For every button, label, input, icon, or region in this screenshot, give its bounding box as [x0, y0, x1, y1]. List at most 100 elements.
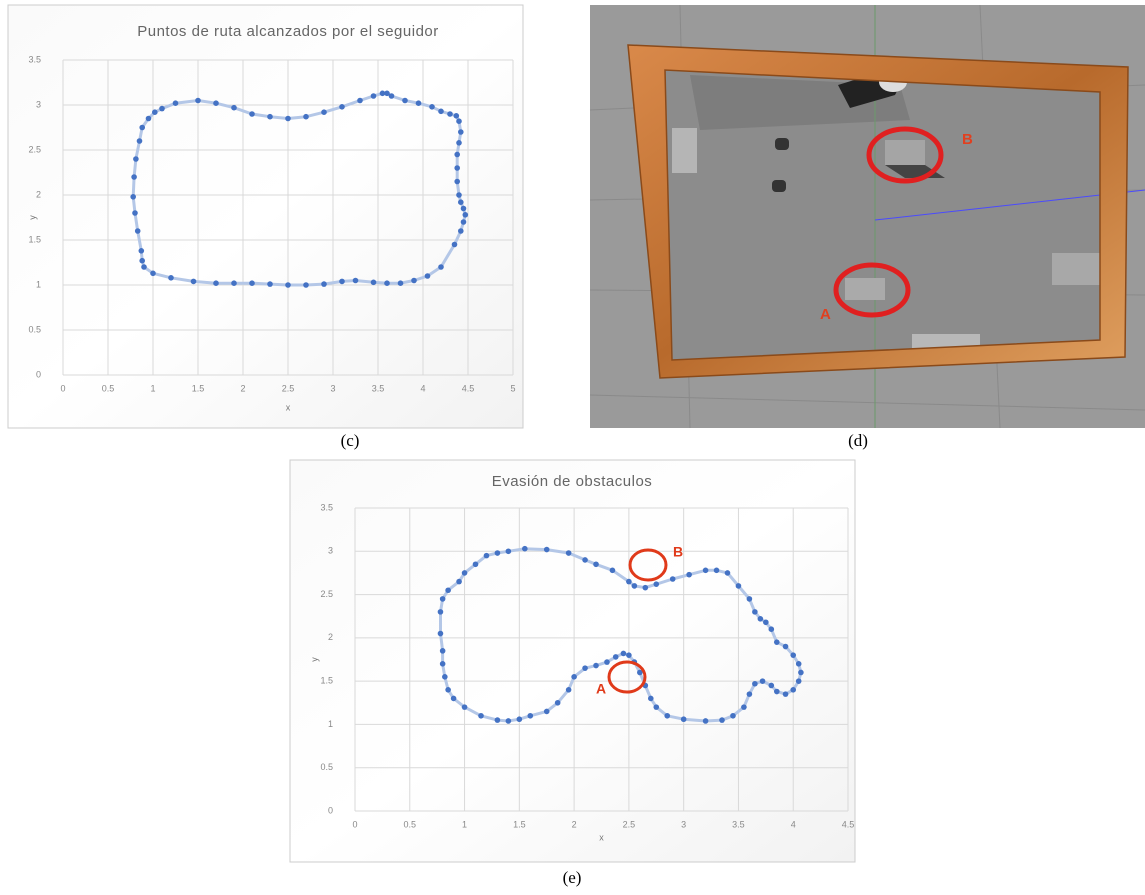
y-tick-label: 1	[36, 279, 41, 289]
waypoint	[352, 277, 359, 284]
arena-wall	[627, 44, 1129, 379]
x-tick-label: 2.5	[623, 819, 636, 829]
waypoint	[132, 210, 138, 216]
waypoint	[543, 546, 550, 553]
waypoint	[384, 90, 390, 97]
y-tick-label: 3	[328, 546, 333, 556]
waypoint	[136, 138, 143, 144]
y-tick-label: 1.5	[28, 234, 41, 244]
waypoint	[429, 104, 435, 110]
waypoint	[505, 718, 512, 724]
obstacle	[845, 278, 885, 300]
waypoint	[402, 97, 408, 104]
x-tick-label: 3	[330, 383, 335, 393]
waypoint	[231, 280, 237, 287]
x-axis-label: x	[286, 402, 291, 412]
waypoint	[472, 561, 479, 568]
caption: (d)	[848, 431, 868, 450]
waypoint	[388, 93, 395, 99]
annotation-circle	[607, 660, 647, 694]
waypoint	[626, 652, 632, 658]
waypoint	[321, 281, 327, 287]
waypoint	[370, 93, 377, 99]
waypoint	[454, 178, 461, 185]
y-tick-label: 1.5	[320, 676, 333, 686]
waypoint	[554, 699, 561, 706]
waypoint	[190, 278, 197, 285]
chart-frame	[7, 4, 524, 429]
x-tick-label: 1	[462, 819, 467, 829]
waypoint	[303, 282, 309, 288]
waypoint	[456, 140, 462, 146]
x-axis-label: x	[599, 832, 604, 842]
waypoint	[763, 619, 769, 626]
waypoint	[604, 659, 610, 665]
x-tick-label: 1.5	[192, 383, 205, 393]
arena-floor	[665, 70, 1100, 360]
x-tick-label: 4.5	[462, 383, 475, 393]
waypoint	[384, 280, 390, 287]
waypoint	[494, 550, 501, 556]
waypoint	[370, 279, 377, 286]
y-tick-label: 0.5	[28, 324, 41, 334]
waypoint	[460, 205, 467, 212]
waypoint	[620, 650, 627, 657]
x-tick-label: 4	[420, 383, 425, 393]
x-tick-label: 0	[352, 819, 357, 829]
waypoint	[339, 278, 345, 285]
waypoint	[719, 717, 725, 723]
waypoint	[453, 113, 460, 119]
waypoint	[379, 90, 386, 97]
chart-title: Puntos de ruta alcanzados por el seguido…	[137, 23, 439, 40]
waypoint	[642, 584, 649, 591]
y-tick-label: 3.5	[28, 54, 41, 64]
chart-frame	[289, 459, 856, 863]
waypoint	[680, 716, 687, 723]
simulation-scene: B A	[589, 4, 1145, 429]
waypoint	[445, 687, 451, 693]
waypoint	[267, 281, 273, 287]
waypoint	[713, 567, 720, 574]
waypoint	[669, 576, 676, 582]
waypoint	[782, 643, 789, 650]
waypoint	[130, 194, 136, 200]
x-tick-label: 0	[60, 383, 65, 393]
waypoint	[150, 270, 156, 277]
waypoint	[134, 228, 141, 234]
x-tick-label: 1.5	[513, 819, 526, 829]
waypoint	[339, 104, 345, 110]
y-tick-label: 2	[36, 189, 41, 199]
obstacle	[672, 128, 697, 173]
waypoint	[653, 581, 660, 587]
waypoint	[456, 192, 462, 198]
waypoint	[571, 674, 577, 680]
caption: (c)	[341, 431, 360, 450]
waypoint	[145, 115, 152, 122]
y-tick-label: 2.5	[320, 589, 333, 599]
waypoint	[454, 165, 461, 171]
waypoint	[172, 100, 179, 106]
x-tick-label: 2	[240, 383, 245, 393]
waypoint	[724, 570, 731, 576]
scene-label: B	[962, 131, 973, 148]
waypoint	[746, 691, 753, 697]
waypoint	[138, 248, 145, 254]
waypoint	[458, 199, 464, 205]
waypoint	[450, 695, 457, 702]
y-tick-label: 2.5	[28, 144, 41, 154]
waypoint	[768, 626, 775, 632]
x-tick-label: 5	[510, 383, 515, 393]
robot	[772, 180, 786, 192]
waypoint	[195, 97, 201, 104]
y-tick-label: 0.5	[320, 762, 333, 772]
waypoint	[730, 712, 736, 719]
x-tick-label: 0.5	[404, 819, 417, 829]
annotation-label: A	[596, 681, 606, 697]
y-tick-label: 0	[328, 805, 333, 815]
waypoint	[653, 704, 660, 710]
waypoint	[782, 691, 789, 697]
waypoint	[139, 257, 145, 264]
waypoint	[626, 578, 632, 585]
waypoint	[438, 108, 444, 115]
waypoint	[648, 695, 654, 702]
